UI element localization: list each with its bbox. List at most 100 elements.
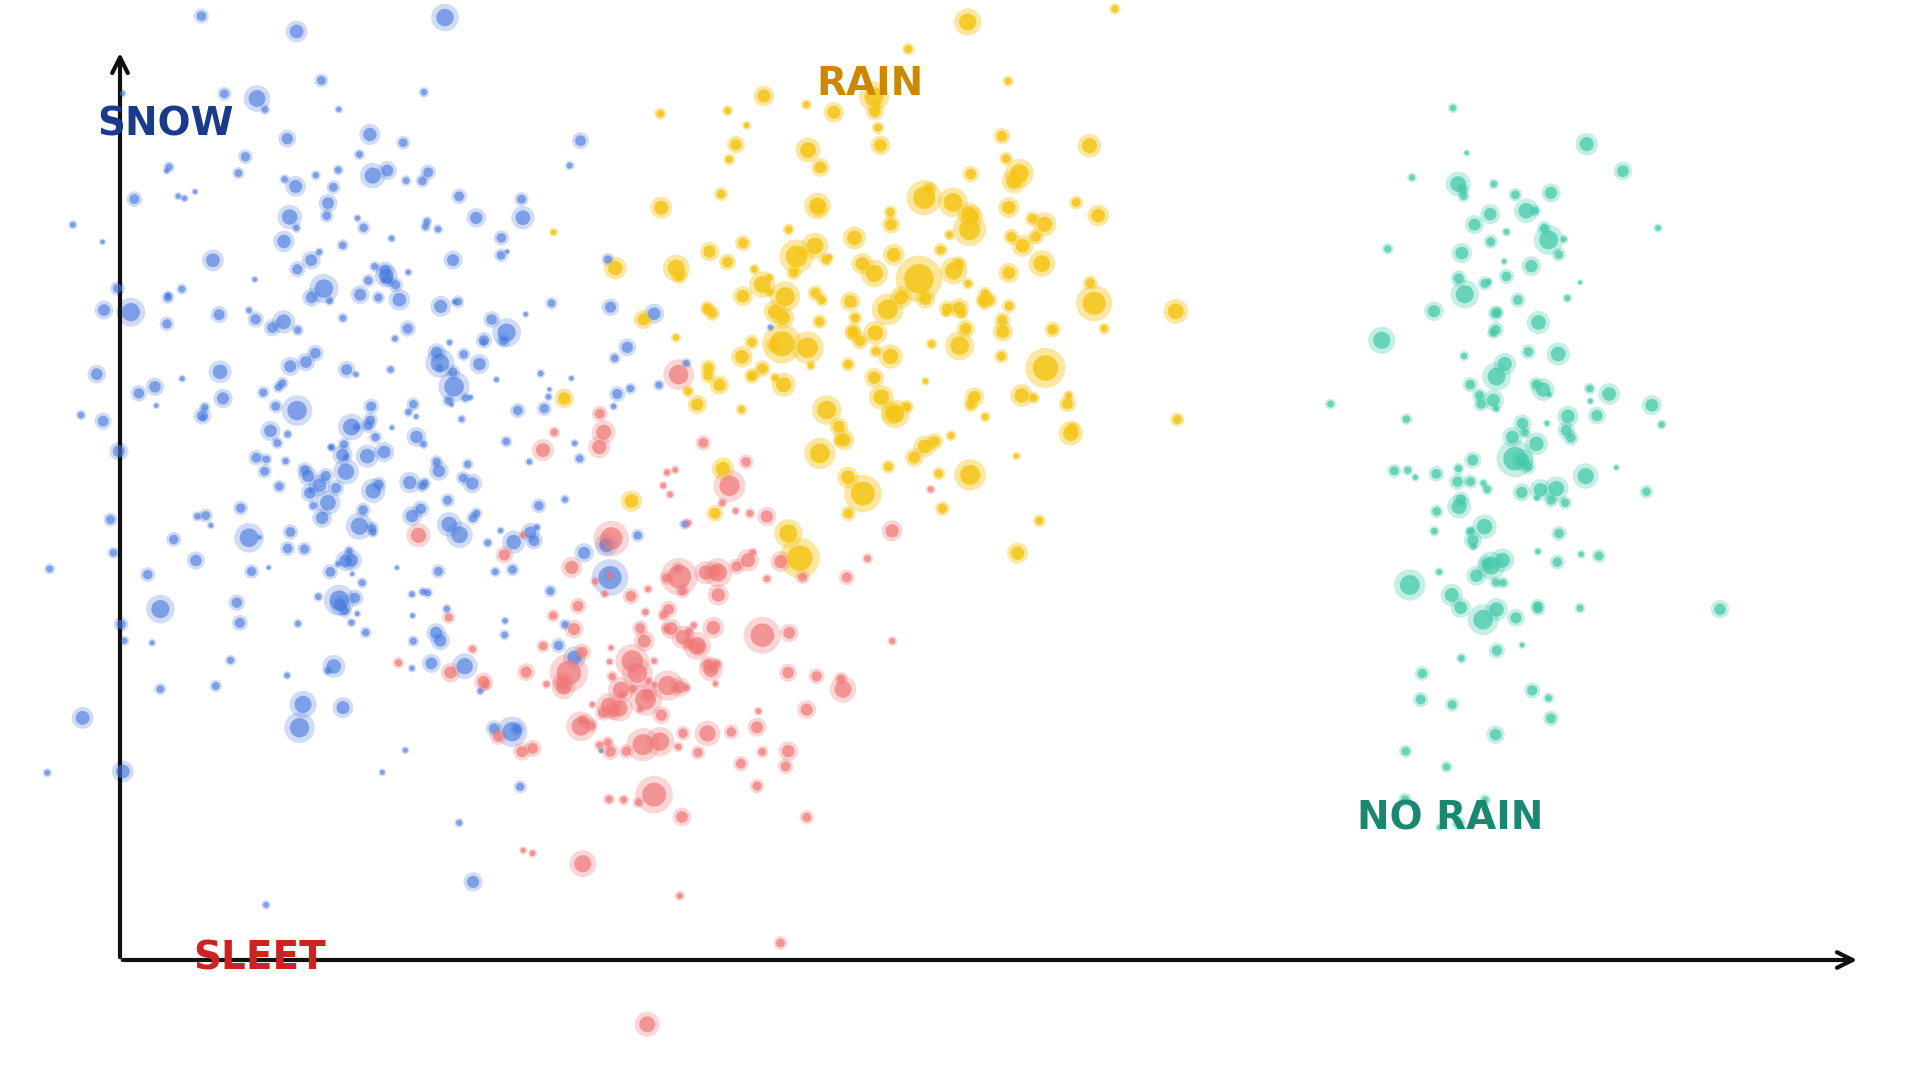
Point	[858, 265, 889, 282]
Point	[672, 679, 703, 697]
Point	[434, 334, 465, 351]
Point	[340, 590, 371, 607]
Point	[555, 157, 586, 174]
Point	[643, 377, 674, 394]
Point	[891, 399, 922, 416]
Point	[282, 615, 313, 632]
Point	[1542, 553, 1572, 570]
Point	[747, 743, 778, 760]
Point	[678, 617, 708, 634]
Point	[348, 501, 378, 518]
Point	[457, 874, 488, 891]
Point	[612, 339, 643, 356]
Point	[353, 417, 384, 434]
Point	[1523, 597, 1553, 615]
Point	[645, 733, 676, 751]
Point	[444, 188, 474, 205]
Point	[1379, 462, 1409, 480]
Point	[879, 246, 910, 264]
Point	[438, 378, 468, 395]
Point	[837, 324, 868, 341]
Point	[490, 626, 520, 644]
Point	[1162, 410, 1192, 428]
Point	[593, 791, 624, 808]
Point	[457, 510, 488, 527]
Point	[420, 453, 451, 470]
Point	[468, 334, 499, 351]
Point	[180, 183, 211, 200]
Point	[269, 313, 300, 330]
Point	[1446, 650, 1476, 667]
Point	[1645, 416, 1676, 433]
Point	[939, 262, 970, 280]
Point	[691, 300, 722, 318]
Point	[261, 434, 292, 451]
Point	[319, 178, 349, 195]
Point	[140, 378, 171, 395]
Point	[1467, 611, 1498, 629]
Point	[253, 559, 284, 577]
Point	[380, 330, 411, 348]
Point	[1450, 285, 1480, 302]
Point	[538, 607, 568, 624]
Point	[916, 481, 947, 498]
Point	[321, 480, 351, 497]
Point	[806, 292, 837, 309]
Point	[369, 443, 399, 460]
Point	[770, 288, 801, 306]
Point	[701, 656, 732, 673]
Point	[540, 423, 570, 441]
Point	[267, 375, 298, 392]
Point	[732, 117, 762, 134]
Point	[275, 208, 305, 226]
Point	[1018, 389, 1048, 406]
Point	[444, 293, 474, 310]
Point	[1480, 401, 1511, 418]
Point	[810, 251, 841, 268]
Point	[1521, 376, 1551, 393]
Point	[630, 633, 660, 650]
Point	[336, 565, 367, 582]
Point	[1517, 257, 1548, 274]
Point	[154, 159, 184, 176]
Point	[693, 367, 724, 384]
Point	[647, 477, 678, 495]
Point	[330, 448, 361, 465]
Point	[280, 178, 311, 195]
Point	[484, 728, 515, 745]
Point	[340, 366, 371, 383]
Point	[336, 552, 367, 569]
Point	[470, 676, 501, 693]
Point	[344, 146, 374, 163]
Point	[1492, 268, 1523, 285]
Point	[722, 558, 753, 576]
Point	[995, 297, 1025, 314]
Point	[586, 742, 616, 759]
Point	[524, 497, 555, 514]
Point	[1442, 175, 1473, 192]
Point	[407, 477, 438, 495]
Point	[1544, 525, 1574, 542]
Point	[200, 677, 230, 694]
Point	[240, 311, 271, 328]
Point	[559, 621, 589, 638]
Point	[795, 357, 826, 375]
Point	[518, 532, 549, 550]
Point	[424, 462, 455, 480]
Point	[250, 102, 280, 119]
Point	[605, 700, 636, 717]
Point	[1511, 202, 1542, 219]
Point	[146, 680, 177, 698]
Point	[712, 103, 743, 120]
Point	[1549, 495, 1580, 512]
Point	[956, 208, 987, 226]
Point	[578, 696, 609, 713]
Point	[511, 306, 541, 323]
Point	[255, 422, 286, 440]
Point	[645, 199, 676, 216]
Point	[424, 354, 455, 372]
Point	[1482, 642, 1513, 659]
Point	[188, 409, 219, 427]
Point	[336, 418, 367, 435]
Point	[1006, 387, 1037, 404]
